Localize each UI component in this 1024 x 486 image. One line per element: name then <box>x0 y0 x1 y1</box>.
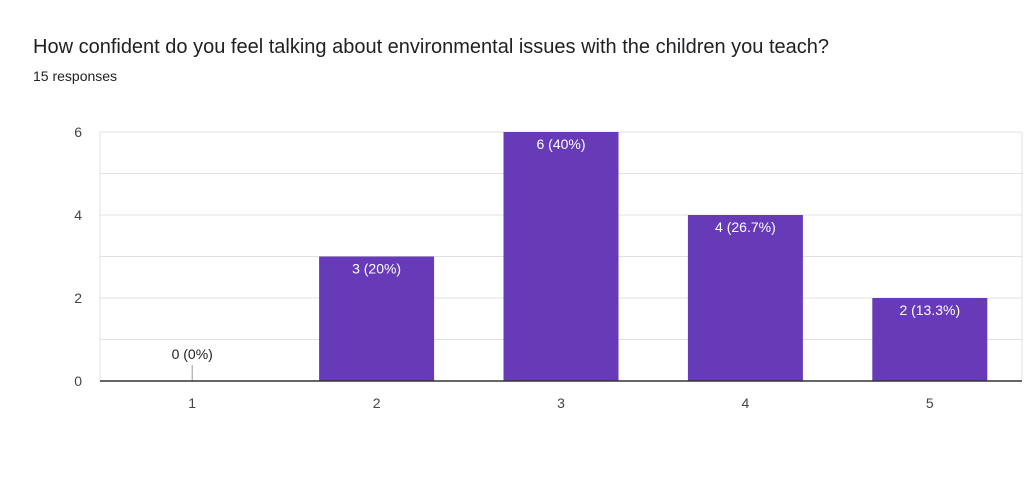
data-label: 3 (20%) <box>352 261 401 277</box>
bar <box>503 132 619 381</box>
x-tick-label: 2 <box>373 395 381 411</box>
x-tick-label: 3 <box>557 395 565 411</box>
x-tick-label: 4 <box>742 395 750 411</box>
x-tick-label: 5 <box>926 395 934 411</box>
y-tick-label: 4 <box>74 207 82 223</box>
data-label: 4 (26.7%) <box>715 219 776 235</box>
question-title: How confident do you feel talking about … <box>33 36 830 58</box>
bar <box>319 256 435 381</box>
data-label: 6 (40%) <box>536 136 585 152</box>
data-label: 2 (13.3%) <box>899 302 960 318</box>
bar <box>687 215 803 381</box>
y-tick-label: 2 <box>74 290 82 306</box>
y-tick-label: 6 <box>74 124 82 140</box>
y-tick-label: 0 <box>74 373 82 389</box>
bar <box>872 298 988 381</box>
response-count: 15 responses <box>33 68 118 84</box>
x-tick-label: 1 <box>188 395 196 411</box>
data-label: 0 (0%) <box>172 346 213 362</box>
